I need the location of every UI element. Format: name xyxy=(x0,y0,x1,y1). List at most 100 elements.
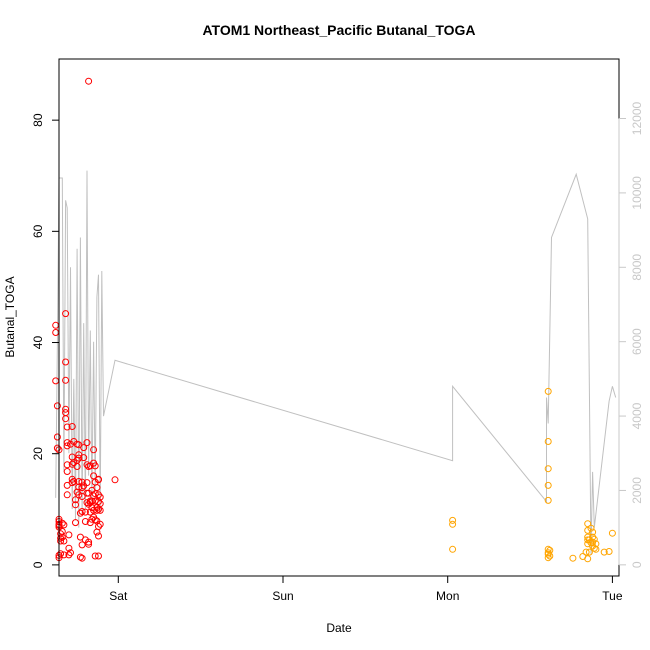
data-point xyxy=(91,516,99,524)
data-point xyxy=(449,545,457,553)
data-point xyxy=(60,521,68,529)
data-point xyxy=(68,479,76,487)
data-point xyxy=(70,478,78,485)
data-point xyxy=(62,358,70,366)
data-point xyxy=(93,528,101,536)
data-point xyxy=(600,548,608,556)
data-point xyxy=(88,515,96,523)
data-point xyxy=(60,551,68,559)
data-point xyxy=(590,544,598,552)
data-point xyxy=(63,423,71,431)
y-axis-left: 0 20 40 60 80 xyxy=(31,113,60,568)
data-point xyxy=(75,491,83,499)
y-axis-label: Butanal_TOGA xyxy=(3,276,17,357)
data-point xyxy=(86,499,94,507)
data-points xyxy=(52,77,616,563)
y2-tick-label: 10000 xyxy=(630,176,644,210)
data-point xyxy=(72,501,79,509)
data-point xyxy=(78,554,86,562)
data-point xyxy=(96,500,104,508)
data-point xyxy=(96,520,104,528)
data-point xyxy=(78,484,86,492)
data-point xyxy=(544,387,552,395)
data-point xyxy=(65,551,73,559)
y2-tick-label: 2000 xyxy=(630,477,644,504)
data-point xyxy=(544,496,552,504)
data-point xyxy=(83,499,91,507)
x-axis: Sat Sun Mon Tue xyxy=(109,575,623,603)
data-point xyxy=(605,548,613,555)
data-point xyxy=(68,423,76,430)
data-point xyxy=(95,476,102,484)
data-point xyxy=(584,555,592,563)
data-point xyxy=(608,529,616,537)
altitude-line xyxy=(55,170,617,554)
data-point xyxy=(83,461,91,469)
x-axis-label: Date xyxy=(326,621,352,635)
data-point xyxy=(589,533,597,541)
data-point xyxy=(72,496,79,504)
data-point xyxy=(95,532,102,540)
data-point xyxy=(53,402,61,410)
data-point xyxy=(76,509,84,517)
data-point xyxy=(78,493,86,500)
data-point xyxy=(592,545,600,553)
y-tick-label: 40 xyxy=(31,336,45,350)
data-point xyxy=(96,506,104,514)
data-point xyxy=(72,519,79,527)
data-point xyxy=(68,475,76,483)
data-point xyxy=(78,508,86,515)
data-point xyxy=(63,468,71,475)
data-point xyxy=(587,524,595,532)
data-point xyxy=(589,528,597,536)
data-point xyxy=(63,442,71,450)
data-point xyxy=(78,541,86,549)
data-point xyxy=(52,377,60,385)
data-point xyxy=(83,479,91,487)
data-point xyxy=(73,463,81,470)
data-point xyxy=(111,476,119,484)
data-point xyxy=(62,376,70,384)
data-point xyxy=(584,520,592,528)
x-tick-label: Tue xyxy=(602,589,623,603)
y2-tick-label: 8000 xyxy=(630,254,644,281)
data-point xyxy=(81,508,89,516)
chart-title: ATOM1 Northeast_Pacific Butanal_TOGA xyxy=(202,22,475,38)
data-point xyxy=(86,508,94,516)
data-point xyxy=(449,516,457,524)
data-point xyxy=(62,405,70,413)
data-point xyxy=(90,446,98,454)
data-point xyxy=(57,537,65,545)
data-point xyxy=(75,483,83,491)
data-point xyxy=(63,461,71,469)
data-point xyxy=(569,554,577,562)
plot-frame xyxy=(58,58,620,577)
data-point xyxy=(83,439,91,447)
data-point xyxy=(85,538,93,546)
y-tick-label: 80 xyxy=(31,113,45,127)
data-point xyxy=(91,552,99,560)
data-point xyxy=(80,454,88,462)
data-point xyxy=(95,552,102,560)
y2-tick-label: 0 xyxy=(630,561,644,568)
data-point xyxy=(75,454,83,462)
data-point xyxy=(57,550,65,558)
data-point xyxy=(93,506,101,514)
y2-tick-label: 6000 xyxy=(630,328,644,355)
data-point xyxy=(85,77,93,85)
data-point xyxy=(62,310,70,318)
x-tick-label: Sat xyxy=(109,589,128,603)
data-point xyxy=(544,481,552,489)
data-point xyxy=(63,491,71,499)
data-point xyxy=(544,554,552,562)
y-tick-label: 0 xyxy=(31,561,45,568)
data-point xyxy=(81,518,89,525)
y2-tick-label: 12000 xyxy=(630,102,644,136)
data-point xyxy=(53,433,61,441)
data-point xyxy=(65,531,73,539)
y-axis-right: 0 2000 4000 6000 8000 10000 12000 xyxy=(618,102,644,568)
data-point xyxy=(582,548,590,556)
data-point xyxy=(93,484,101,492)
data-point xyxy=(67,549,74,557)
